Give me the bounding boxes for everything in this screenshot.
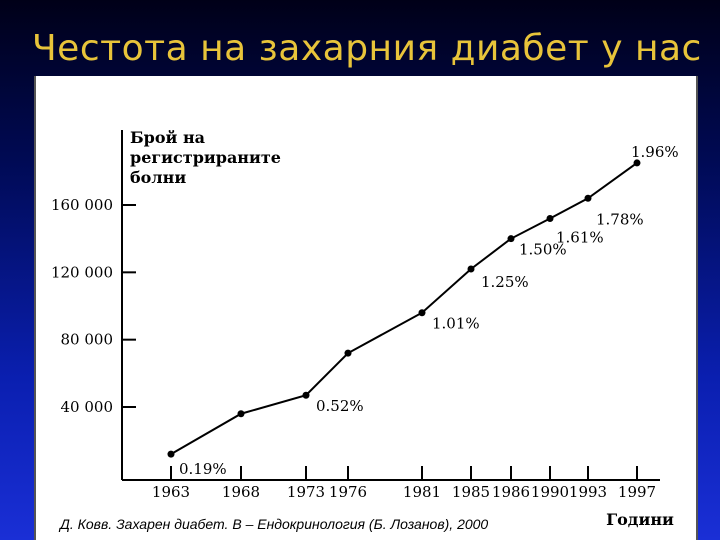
slide-title: Честота на захарния диабет у нас <box>32 28 702 69</box>
data-point <box>507 235 515 243</box>
x-tick-label: 1985 <box>452 483 490 501</box>
point-label: 1.01% <box>432 315 480 333</box>
y-axis-label-line: регистрираните <box>130 148 281 167</box>
point-label: 1.25% <box>481 273 529 291</box>
x-tick-label: 1963 <box>152 483 190 501</box>
data-point <box>418 309 426 317</box>
point-label: 0.19% <box>179 460 227 478</box>
x-tick-label: 1976 <box>329 483 367 501</box>
data-point <box>633 159 641 167</box>
point-label: 1.78% <box>596 210 644 228</box>
chart-panel <box>34 76 698 540</box>
y-tick-label: 120 000 <box>51 263 113 281</box>
point-label: 1.50% <box>519 241 567 259</box>
x-tick-label: 1986 <box>492 483 530 501</box>
data-point <box>467 265 475 273</box>
x-axis-label: Години <box>606 510 674 529</box>
data-point <box>344 349 352 357</box>
y-axis-label-line: Брой на <box>130 128 205 147</box>
x-tick-label: 1993 <box>569 483 607 501</box>
data-point <box>237 410 245 418</box>
x-tick-label: 1973 <box>287 483 325 501</box>
data-point <box>584 194 592 202</box>
y-tick-label: 40 000 <box>61 398 114 416</box>
data-point <box>546 214 554 222</box>
point-label: 1.96% <box>631 143 679 161</box>
point-label: 0.52% <box>316 397 364 415</box>
y-tick-label: 160 000 <box>51 196 113 214</box>
x-tick-label: 1981 <box>403 483 441 501</box>
y-tick-label: 80 000 <box>61 331 114 349</box>
x-tick-label: 1990 <box>531 483 569 501</box>
x-tick-label: 1968 <box>222 483 260 501</box>
source-citation: Д. Ковв. Захарен диабет. В – Ендокриноло… <box>60 516 489 532</box>
y-axis-label-line: болни <box>130 168 186 187</box>
point-label: 1.61% <box>556 228 604 246</box>
series-line <box>170 162 638 455</box>
data-point <box>302 391 310 399</box>
data-point <box>167 450 175 458</box>
x-tick-label: 1997 <box>618 483 656 501</box>
